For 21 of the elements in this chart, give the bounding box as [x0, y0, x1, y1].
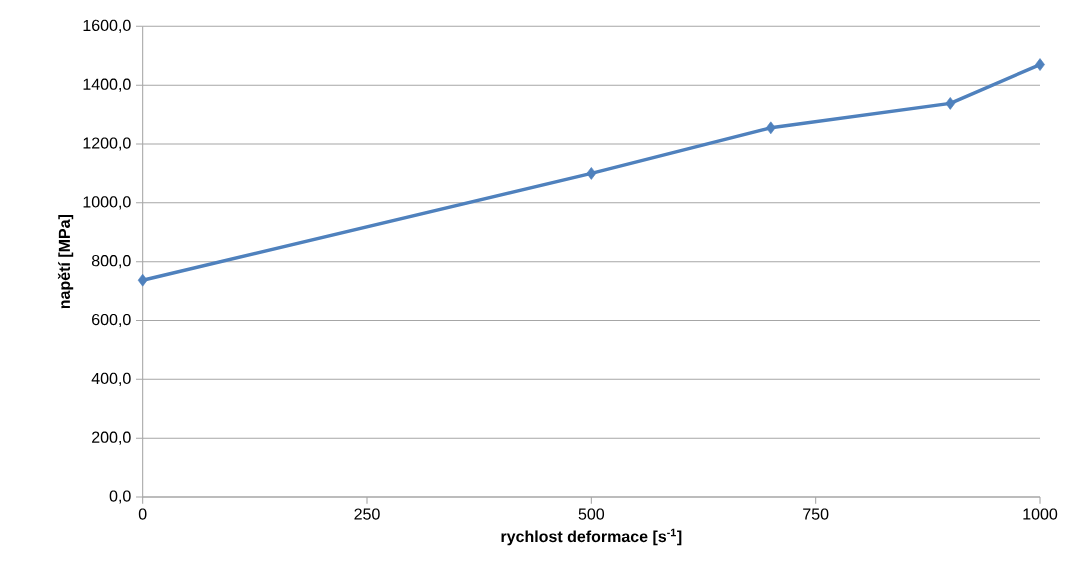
y-tick-label: 1000,0 [83, 196, 131, 210]
y-tick-label: 1200,0 [83, 137, 131, 151]
point [1035, 58, 1045, 71]
y-tick-label: 200,0 [92, 431, 131, 445]
point [137, 273, 148, 287]
y-tick-label: 1600,0 [83, 19, 131, 33]
x-tick-label: 250 [354, 508, 380, 520]
y-tick-label: 800,0 [91, 255, 131, 269]
x-axis-title: rychlost deformace [s$^{-1}$] [501, 528, 682, 546]
x-tick-label: 500 [578, 508, 605, 520]
y-tick-label: 1400,0 [83, 78, 131, 92]
y-tick-label: 0,0 [109, 490, 131, 504]
x-tick-label: 0 [138, 508, 147, 520]
point [945, 97, 956, 110]
x-tick-label: 750 [803, 508, 829, 520]
x-tick-label: 1000 [1023, 508, 1058, 520]
y-tick-label: 400,0 [91, 372, 131, 386]
point [765, 121, 776, 135]
point [586, 167, 597, 180]
y-axis-title: napětí [MPa] [57, 215, 74, 309]
y-tick-label: 600,0 [92, 313, 131, 328]
